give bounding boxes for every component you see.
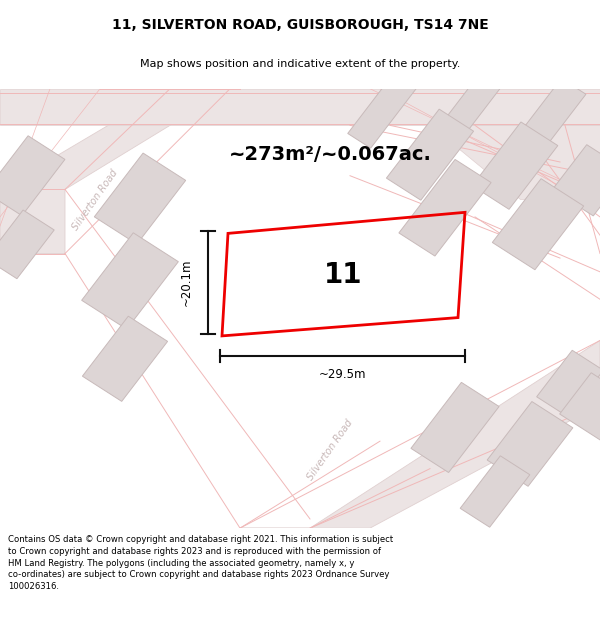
Polygon shape	[240, 341, 600, 528]
Polygon shape	[493, 179, 584, 270]
Polygon shape	[553, 144, 600, 216]
Text: Contains OS data © Crown copyright and database right 2021. This information is : Contains OS data © Crown copyright and d…	[8, 535, 393, 591]
Polygon shape	[472, 122, 558, 209]
Polygon shape	[411, 382, 499, 472]
Text: ~273m²/~0.067ac.: ~273m²/~0.067ac.	[229, 145, 431, 164]
Polygon shape	[460, 456, 530, 528]
Text: Map shows position and indicative extent of the property.: Map shows position and indicative extent…	[140, 59, 460, 69]
Text: Silverton Road: Silverton Road	[70, 168, 119, 232]
Polygon shape	[438, 72, 502, 142]
Polygon shape	[94, 153, 185, 244]
Text: 11: 11	[324, 261, 362, 289]
Polygon shape	[560, 372, 600, 446]
Polygon shape	[430, 126, 600, 199]
Polygon shape	[82, 316, 167, 401]
Polygon shape	[348, 66, 422, 148]
Polygon shape	[82, 232, 178, 329]
Polygon shape	[0, 136, 65, 216]
Text: ~29.5m: ~29.5m	[319, 368, 366, 381]
Text: ~20.1m: ~20.1m	[179, 259, 193, 306]
Text: 11, SILVERTON ROAD, GUISBOROUGH, TS14 7NE: 11, SILVERTON ROAD, GUISBOROUGH, TS14 7N…	[112, 18, 488, 32]
Polygon shape	[0, 89, 230, 254]
Polygon shape	[487, 401, 573, 486]
Text: Silverton Road: Silverton Road	[305, 418, 355, 482]
Polygon shape	[0, 210, 54, 279]
Polygon shape	[536, 350, 600, 417]
Polygon shape	[524, 79, 586, 143]
Polygon shape	[0, 89, 600, 126]
Polygon shape	[386, 109, 473, 200]
Polygon shape	[399, 159, 491, 256]
